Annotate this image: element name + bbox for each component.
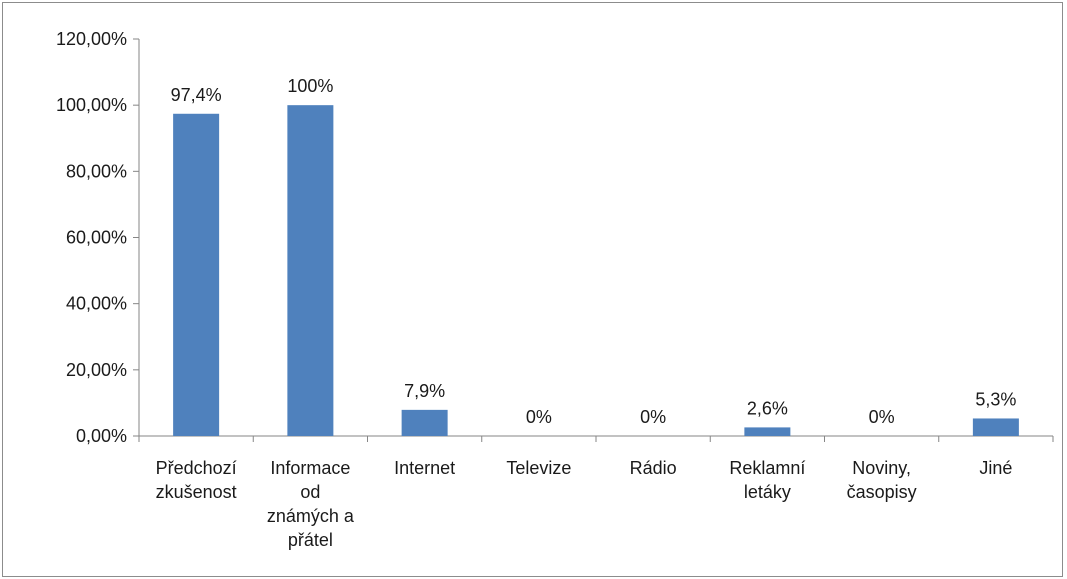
- x-tick-label: Noviny,: [852, 458, 911, 478]
- data-label: 7,9%: [404, 381, 445, 401]
- data-label: 0%: [526, 407, 552, 427]
- bar: [287, 105, 334, 437]
- data-label: 100%: [287, 76, 333, 96]
- x-tick-label: Předchozí: [156, 458, 237, 478]
- x-tick-label: letáky: [744, 482, 791, 502]
- x-tick-label: časopisy: [847, 482, 917, 502]
- x-tick-label: Jiné: [979, 458, 1012, 478]
- x-tick-label: Rádio: [630, 458, 677, 478]
- y-tick-label: 0,00%: [76, 426, 127, 446]
- y-tick-label: 40,00%: [66, 294, 127, 314]
- data-label: 0%: [869, 407, 895, 427]
- x-tick-label: Televize: [506, 458, 571, 478]
- data-label: 5,3%: [975, 389, 1016, 409]
- data-label: 2,6%: [747, 398, 788, 418]
- data-label: 0%: [640, 407, 666, 427]
- bar: [972, 418, 1019, 436]
- x-tick-label: Informace: [270, 458, 350, 478]
- y-tick-label: 80,00%: [66, 161, 127, 181]
- x-tick-label: Internet: [394, 458, 455, 478]
- x-tick-label: Reklamní: [729, 458, 805, 478]
- y-tick-label: 20,00%: [66, 360, 127, 380]
- bar: [744, 427, 791, 436]
- bar: [401, 409, 448, 436]
- x-tick-label: zkušenost: [156, 482, 237, 502]
- y-tick-label: 120,00%: [56, 29, 127, 49]
- y-tick-label: 60,00%: [66, 228, 127, 248]
- x-tick-label: od: [300, 482, 320, 502]
- y-tick-label: 100,00%: [56, 95, 127, 115]
- bar: [173, 113, 220, 436]
- x-tick-label: známých a: [267, 506, 355, 526]
- x-tick-label: přátel: [288, 530, 333, 550]
- data-label: 97,4%: [171, 85, 222, 105]
